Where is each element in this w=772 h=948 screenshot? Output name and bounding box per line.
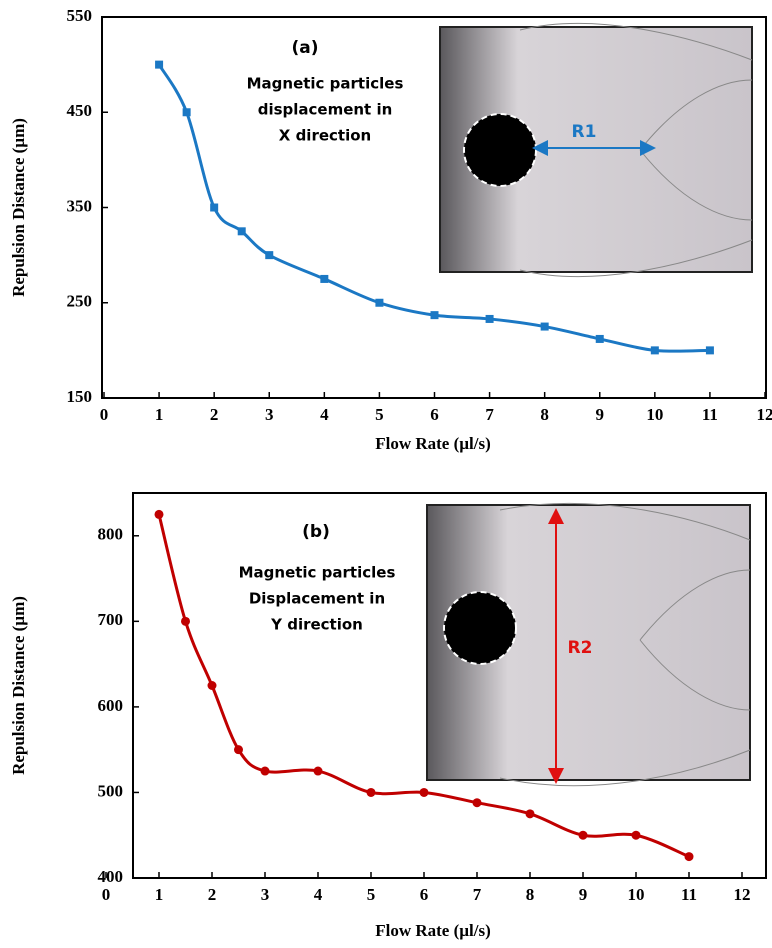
data-point (207, 681, 217, 690)
data-point (155, 60, 164, 69)
y-tick-label: 350 (67, 196, 93, 215)
x-tick-label: 6 (420, 885, 429, 904)
data-point (260, 766, 270, 776)
x-tick-label: 2 (208, 885, 217, 904)
data-point (234, 745, 243, 755)
panel-label: (a) (291, 38, 318, 58)
y-tick-label: 150 (67, 387, 93, 406)
data-point (154, 509, 164, 519)
data-point (525, 809, 535, 819)
annotation: X direction (279, 127, 371, 145)
x-tick-label: 0 (102, 885, 111, 904)
data-point (320, 274, 329, 283)
data-point (705, 346, 714, 355)
data-point (430, 311, 439, 320)
y-axis-label: Repulsion Distance (µm) (9, 118, 28, 297)
data-point (181, 616, 190, 626)
y-tick-label: 600 (98, 696, 124, 715)
x-tick-label: 4 (320, 405, 329, 424)
annotation: displacement in (258, 101, 393, 119)
annotation: Magnetic particles (247, 75, 404, 93)
inset-label: R2 (568, 638, 593, 658)
y-tick-label: 250 (67, 292, 93, 311)
x-tick-label: 12 (757, 405, 772, 424)
y-tick-label: 700 (98, 610, 124, 629)
y-tick-label: 450 (67, 101, 93, 120)
inset-label: R1 (572, 122, 597, 142)
x-tick-label: 3 (265, 405, 274, 424)
y-tick-label: 550 (67, 6, 93, 25)
y-tick-label: 500 (98, 781, 124, 800)
annotation: Displacement in (249, 590, 385, 608)
data-point (540, 322, 549, 331)
y-tick-label: 400 (98, 867, 124, 886)
data-point (419, 787, 429, 797)
data-point (595, 334, 604, 343)
annotation: Magnetic particles (239, 564, 396, 582)
data-point (237, 227, 246, 236)
x-tick-label: 1 (155, 405, 164, 424)
x-tick-label: 4 (314, 885, 323, 904)
data-point (210, 203, 219, 212)
x-axis-label: Flow Rate (µl/s) (375, 434, 491, 453)
x-tick-label: 7 (473, 885, 482, 904)
x-tick-label: 8 (526, 885, 535, 904)
panel-label: (b) (302, 522, 330, 542)
data-point (313, 766, 323, 776)
x-tick-label: 11 (681, 885, 697, 904)
data-point (578, 830, 588, 840)
y-tick-label: 800 (98, 525, 124, 544)
x-axis-label: Flow Rate (µl/s) (375, 921, 491, 940)
inset-b (426, 502, 751, 787)
x-tick-label: 6 (430, 405, 439, 424)
x-tick-label: 3 (261, 885, 270, 904)
y-axis-label: Repulsion Distance (µm) (9, 596, 28, 775)
inset-a (439, 22, 753, 278)
data-point (366, 787, 376, 797)
data-point (631, 830, 641, 840)
x-tick-label: 9 (596, 405, 605, 424)
data-point (182, 108, 191, 117)
x-tick-label: 10 (628, 885, 645, 904)
data-point (265, 251, 274, 260)
data-point (375, 298, 384, 307)
x-tick-label: 2 (210, 405, 219, 424)
x-tick-label: 7 (485, 405, 494, 424)
plot-frame (132, 492, 767, 879)
x-tick-label: 0 (100, 405, 109, 424)
x-tick-label: 10 (646, 405, 663, 424)
x-tick-label: 8 (540, 405, 549, 424)
annotation: Y direction (270, 616, 363, 634)
data-point (650, 346, 659, 355)
data-point (485, 314, 494, 323)
x-tick-label: 5 (367, 885, 376, 904)
x-tick-label: 11 (702, 405, 718, 424)
x-tick-label: 9 (579, 885, 588, 904)
x-tick-label: 5 (375, 405, 384, 424)
data-point (472, 798, 482, 808)
data-point (684, 852, 694, 862)
x-tick-label: 1 (155, 885, 164, 904)
x-tick-label: 12 (734, 885, 751, 904)
